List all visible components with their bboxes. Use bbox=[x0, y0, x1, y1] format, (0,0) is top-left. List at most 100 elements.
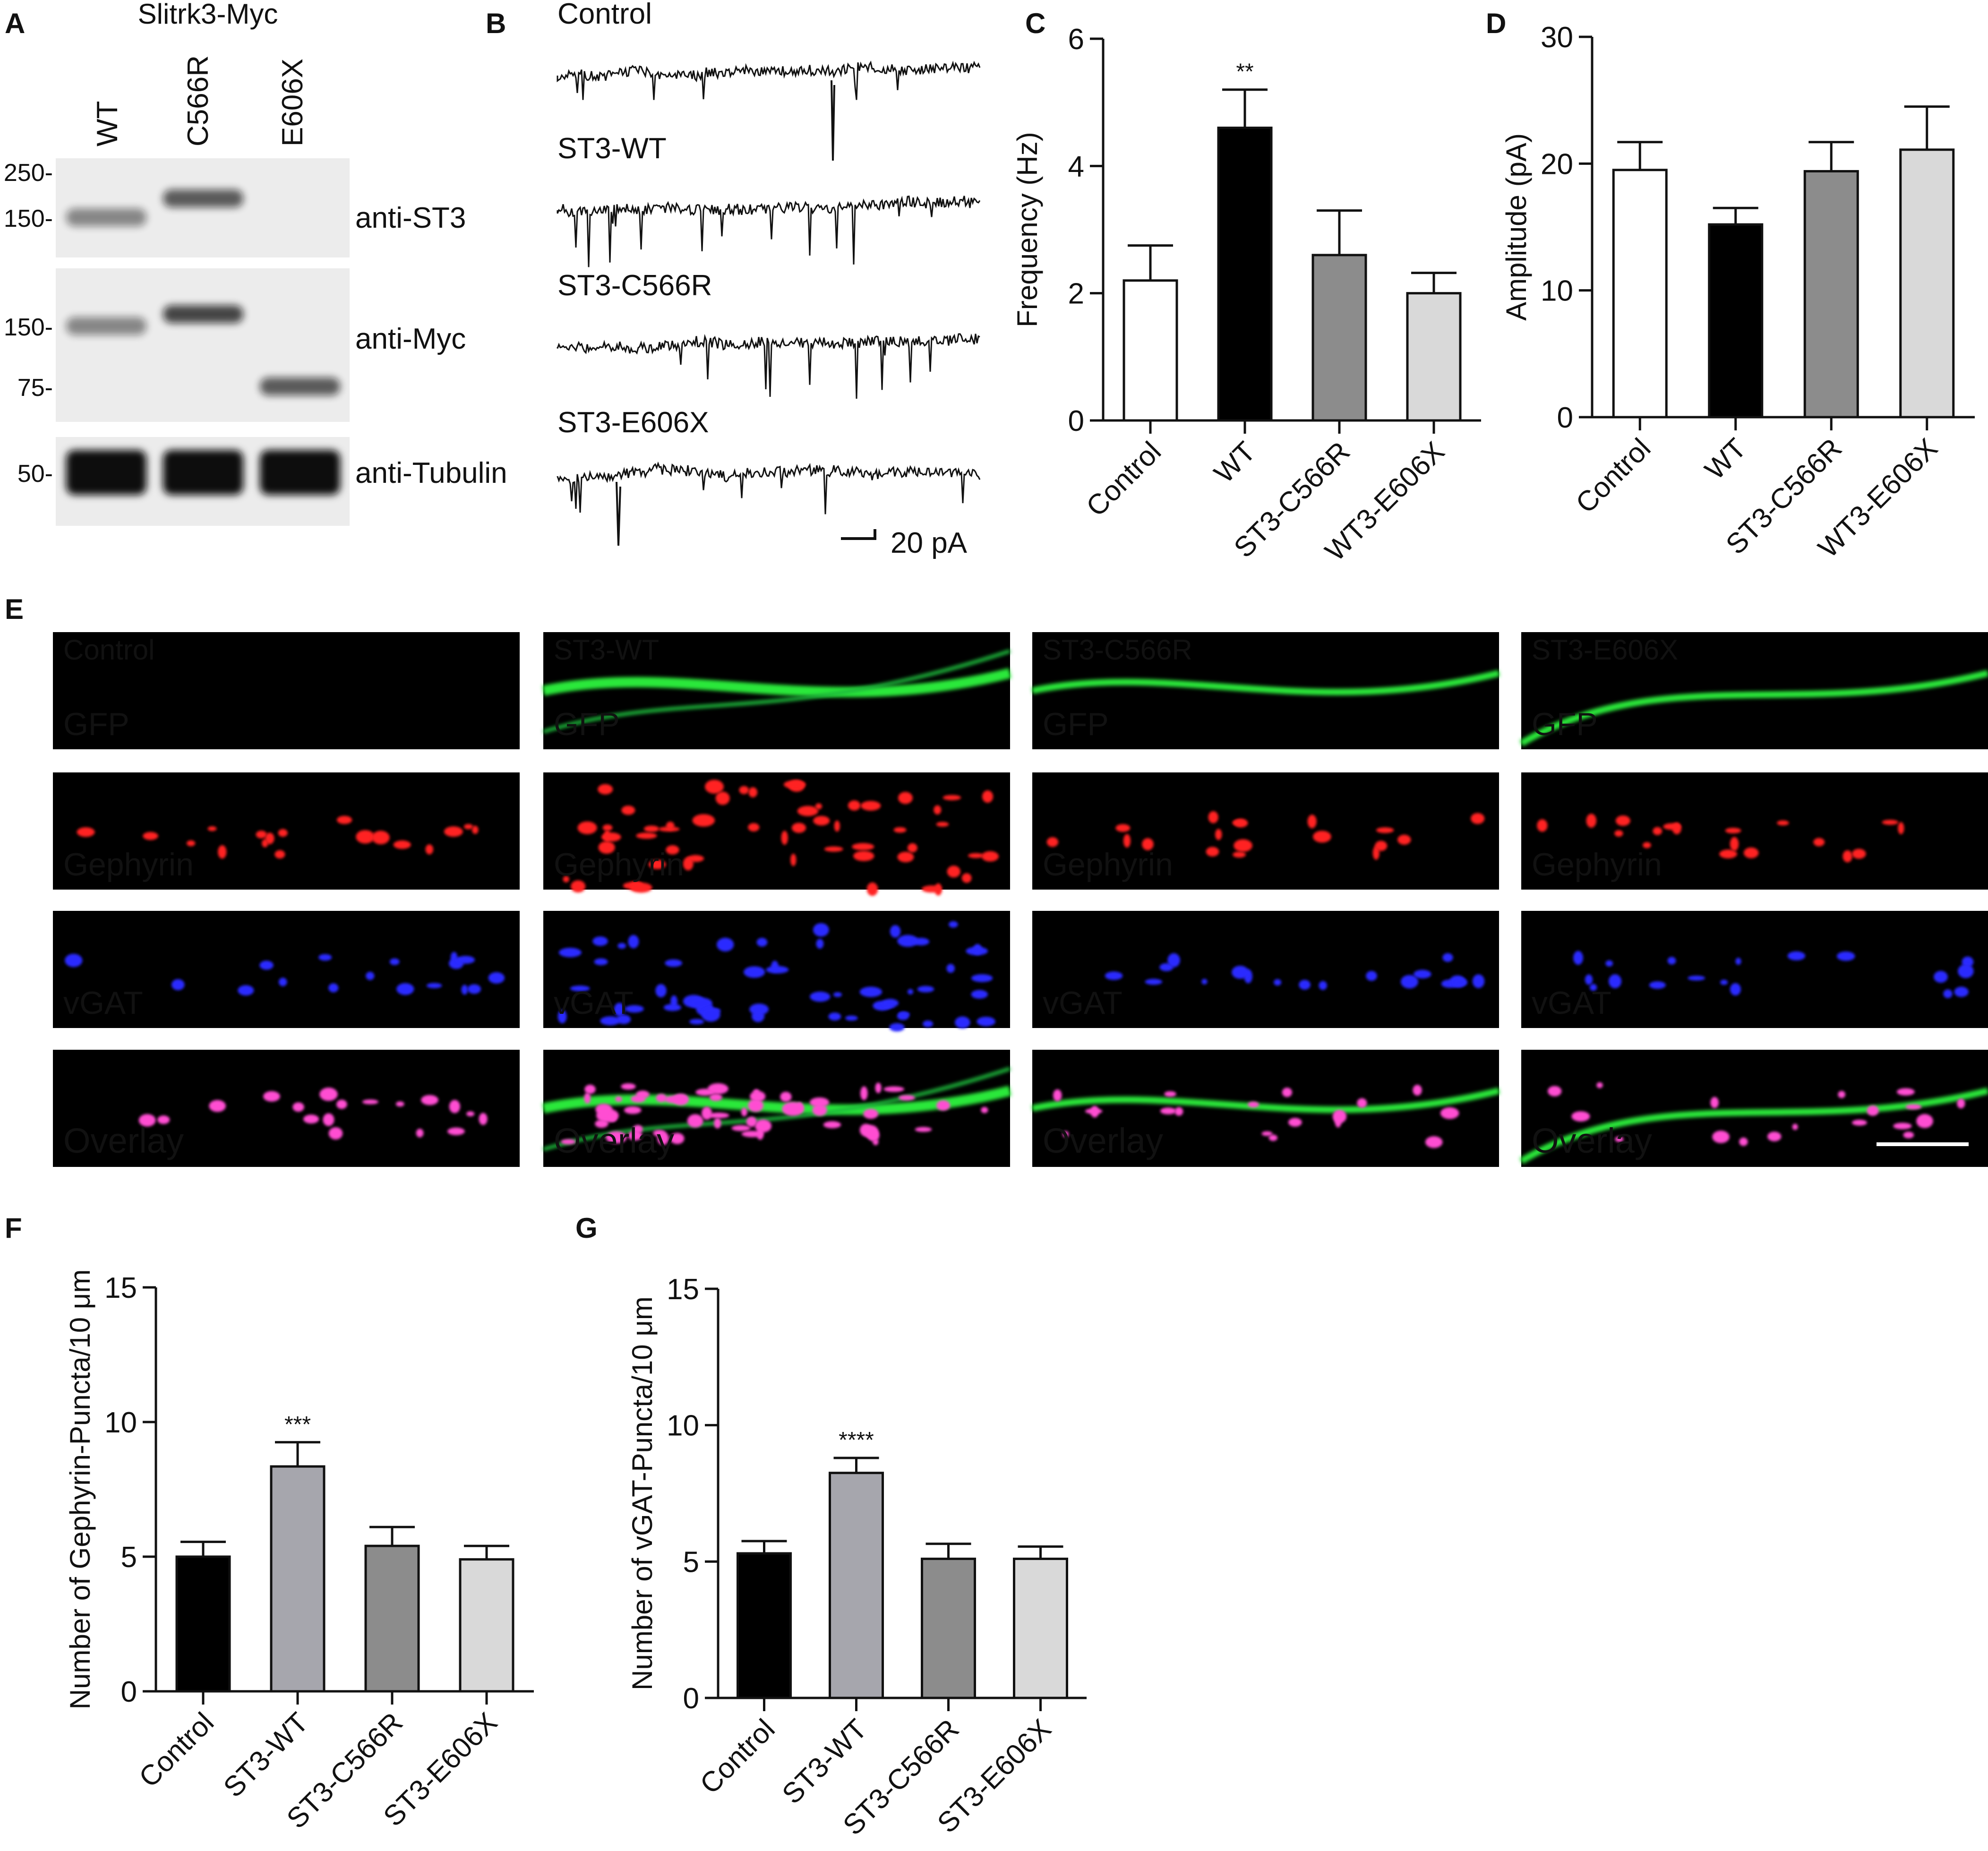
puncta bbox=[625, 1005, 644, 1013]
puncta bbox=[749, 1003, 769, 1015]
puncta bbox=[1571, 1111, 1590, 1122]
puncta bbox=[1916, 1114, 1933, 1128]
puncta bbox=[716, 937, 734, 952]
puncta bbox=[614, 1003, 625, 1017]
puncta bbox=[265, 832, 274, 844]
puncta bbox=[1615, 815, 1630, 826]
x-tick-label: Control bbox=[1080, 436, 1167, 523]
puncta bbox=[456, 956, 475, 964]
puncta bbox=[973, 944, 982, 955]
puncta bbox=[328, 1127, 343, 1140]
puncta bbox=[1643, 842, 1651, 848]
blot-band bbox=[260, 377, 340, 395]
puncta bbox=[186, 840, 196, 847]
y-tick-label: 15 bbox=[667, 1273, 699, 1306]
puncta bbox=[1440, 1107, 1459, 1119]
image-tile bbox=[1032, 911, 1499, 1028]
puncta bbox=[425, 844, 434, 855]
puncta bbox=[1307, 814, 1317, 829]
puncta bbox=[600, 1016, 620, 1026]
puncta bbox=[561, 1139, 576, 1145]
y-axis-label: Amplitude (pA) bbox=[1500, 133, 1532, 321]
blot-band bbox=[260, 450, 340, 495]
x-tick-label: Control bbox=[694, 1713, 781, 1800]
puncta bbox=[1957, 1098, 1965, 1109]
puncta bbox=[1400, 975, 1418, 989]
bar bbox=[1311, 254, 1367, 422]
puncta bbox=[715, 791, 730, 805]
puncta bbox=[848, 800, 861, 811]
image-tile bbox=[53, 1050, 520, 1167]
trace-group: Control ST3-WT ST3-C566R ST3-E606X bbox=[557, 0, 981, 546]
puncta bbox=[1274, 979, 1282, 986]
puncta bbox=[1896, 1088, 1915, 1096]
puncta bbox=[1160, 1107, 1176, 1114]
bar bbox=[1708, 223, 1764, 419]
chart-g-vgat: G 0 5 10 15 Number of vGAT-Puncta/10 μm Contro… bbox=[575, 1212, 1087, 1841]
puncta bbox=[570, 985, 590, 992]
significance-mark: ** bbox=[1236, 60, 1253, 85]
puncta bbox=[1767, 1131, 1782, 1141]
puncta bbox=[336, 815, 352, 824]
puncta bbox=[1898, 822, 1904, 835]
puncta bbox=[1164, 1091, 1176, 1097]
x-tick-label: WT bbox=[1699, 432, 1752, 486]
bar bbox=[829, 1472, 884, 1699]
puncta bbox=[143, 831, 158, 840]
y-tick-label: 20 bbox=[1541, 148, 1573, 180]
puncta bbox=[1206, 847, 1219, 857]
puncta bbox=[602, 824, 613, 831]
puncta bbox=[1688, 976, 1705, 981]
puncta bbox=[834, 820, 840, 832]
puncta bbox=[860, 1086, 868, 1100]
puncta bbox=[714, 1118, 721, 1129]
puncta bbox=[1596, 1082, 1603, 1088]
puncta bbox=[739, 786, 749, 795]
puncta bbox=[1145, 978, 1163, 985]
trace-label: ST3-C566R bbox=[557, 269, 712, 302]
neurite-signal bbox=[542, 668, 1011, 697]
puncta bbox=[426, 983, 442, 988]
puncta bbox=[781, 831, 788, 845]
puncta bbox=[157, 1115, 170, 1124]
image-tile bbox=[1521, 911, 1988, 1028]
puncta bbox=[1232, 820, 1245, 826]
puncta bbox=[1105, 971, 1123, 980]
puncta bbox=[1453, 978, 1468, 987]
puncta bbox=[1261, 1131, 1273, 1136]
mw-marker: 75- bbox=[17, 374, 53, 402]
puncta bbox=[628, 1130, 643, 1141]
puncta bbox=[207, 826, 217, 831]
puncta bbox=[1413, 1084, 1422, 1096]
puncta bbox=[1319, 981, 1327, 990]
puncta bbox=[1537, 819, 1548, 832]
trace-label: Control bbox=[557, 0, 652, 30]
puncta bbox=[1233, 851, 1246, 858]
puncta bbox=[278, 829, 288, 837]
bar bbox=[270, 1465, 326, 1693]
puncta bbox=[690, 997, 712, 1009]
puncta bbox=[977, 1017, 995, 1027]
y-tick-label: 10 bbox=[1541, 275, 1573, 308]
puncta bbox=[1851, 1120, 1867, 1126]
puncta bbox=[1958, 964, 1974, 978]
puncta bbox=[1663, 823, 1681, 830]
puncta bbox=[621, 806, 635, 815]
blot-band bbox=[163, 450, 243, 495]
puncta bbox=[609, 1115, 617, 1122]
puncta bbox=[1813, 838, 1825, 847]
y-tick-label: 10 bbox=[104, 1406, 137, 1439]
puncta bbox=[389, 958, 400, 965]
puncta bbox=[809, 1097, 830, 1107]
puncta bbox=[263, 1091, 280, 1102]
puncta bbox=[1792, 1123, 1798, 1130]
puncta bbox=[1299, 979, 1311, 990]
puncta bbox=[897, 934, 918, 947]
puncta bbox=[615, 1096, 622, 1102]
puncta bbox=[1547, 1086, 1562, 1097]
puncta bbox=[1232, 966, 1249, 979]
bar bbox=[1803, 170, 1859, 419]
trace-event bbox=[616, 481, 621, 546]
